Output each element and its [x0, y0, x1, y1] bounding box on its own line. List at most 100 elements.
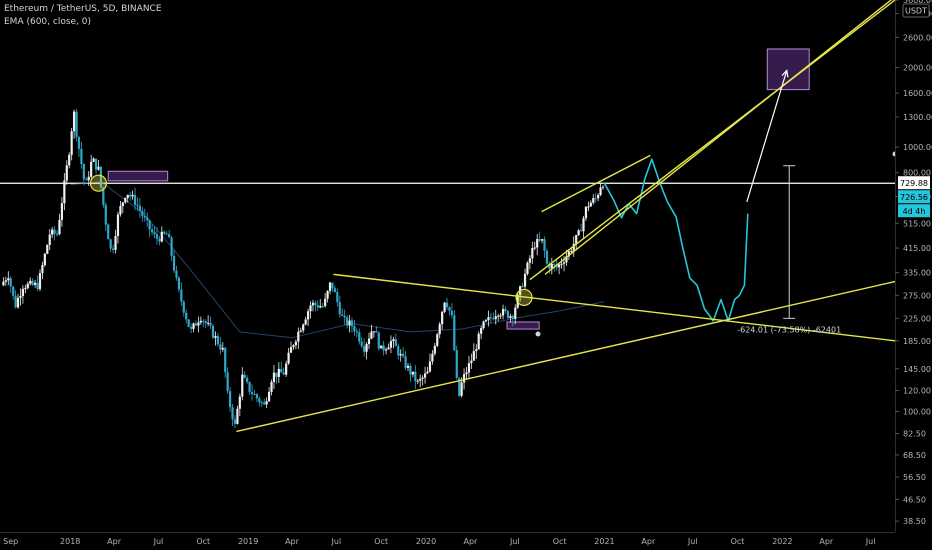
candle-down — [253, 389, 256, 396]
candle-body — [582, 218, 585, 232]
candle-down — [360, 337, 363, 349]
price-tick-label: 2000.00 — [903, 63, 932, 72]
time-axis[interactable]: Sep 2018 Apr Jul Oct 2019 Apr Jul Oct 2020 Apr Jul O… — [0, 532, 895, 547]
candle-body — [4, 280, 7, 282]
candle-body — [19, 295, 22, 298]
candle-body — [394, 339, 397, 347]
candle-up — [306, 308, 310, 326]
candle-body — [333, 288, 336, 293]
candle-body — [306, 311, 310, 320]
candle-up — [70, 128, 73, 161]
candle-body — [441, 311, 444, 325]
candle-down — [99, 166, 103, 190]
candle-body — [499, 315, 502, 317]
price-axis[interactable]: 3600.003200.002600.002000.001600.001300.… — [895, 0, 932, 550]
candle-body — [560, 263, 563, 265]
candle-up — [285, 360, 288, 377]
candle-up — [131, 190, 134, 200]
candle-up — [124, 197, 127, 204]
time-tick-label: Apr — [641, 537, 656, 546]
candle-body — [292, 345, 295, 348]
candle-body — [331, 282, 334, 289]
candle-body — [528, 258, 531, 263]
candle-body — [55, 233, 59, 235]
candle-body — [311, 302, 315, 306]
candle-body — [477, 333, 480, 350]
candle-down — [175, 265, 178, 281]
candle-body — [209, 322, 212, 326]
candle-up — [272, 364, 276, 389]
candle-body — [523, 273, 527, 287]
candle-down — [141, 206, 144, 222]
candle-body — [358, 332, 361, 342]
price-tick-label: 38.50 — [903, 517, 926, 526]
candle-body — [553, 264, 556, 266]
candle-down — [55, 230, 59, 237]
candle-down — [172, 249, 176, 273]
candle-body — [104, 204, 107, 225]
candle-body — [511, 316, 514, 319]
candle-body — [594, 198, 597, 200]
candle-down — [350, 317, 354, 333]
candle-body — [487, 317, 490, 321]
candle-body — [214, 336, 217, 338]
time-tick-label: Apr — [285, 537, 300, 546]
candle-body — [53, 229, 56, 234]
candle-up — [41, 261, 44, 280]
candle-body — [538, 239, 541, 241]
candle-body — [41, 265, 44, 274]
price-tick-label: 1000.00 — [903, 143, 932, 152]
candle-down — [506, 310, 510, 320]
candle-body — [531, 248, 534, 259]
candle-up — [294, 339, 297, 350]
candle-body — [423, 373, 427, 378]
ema-layer — [70, 181, 605, 339]
candle-body — [58, 219, 61, 235]
candle-up — [470, 353, 473, 369]
candle-body — [438, 324, 441, 335]
candle-body — [187, 319, 190, 327]
candle-up — [426, 366, 429, 374]
candle-body — [540, 239, 544, 241]
candle-body — [533, 247, 536, 249]
candle-body — [316, 305, 319, 308]
candle-body — [501, 309, 505, 316]
candle-body — [255, 394, 258, 399]
candle-body — [280, 368, 283, 373]
candle-body — [382, 345, 385, 351]
candle-body — [341, 314, 344, 316]
candle-body — [350, 320, 354, 327]
candle-body — [297, 331, 300, 342]
symbol-title[interactable]: Ethereum / TetherUS, 5D, BINANCE — [4, 4, 162, 14]
candle-down — [511, 314, 514, 327]
candles-layer — [2, 108, 605, 429]
candle-down — [450, 303, 453, 319]
candle-up — [467, 355, 471, 379]
highlight-circle — [89, 174, 108, 192]
candle-up — [601, 185, 605, 190]
price-tick-label: 82.50 — [903, 430, 926, 439]
time-tick-label: Oct — [374, 537, 388, 546]
candle-down — [36, 275, 39, 292]
candle-up — [24, 284, 27, 294]
candle-down — [219, 336, 222, 355]
candle-down — [492, 312, 495, 321]
candle-body — [133, 194, 137, 205]
candle-body — [597, 194, 600, 199]
last-price-tag — [898, 176, 930, 190]
candle-up — [26, 281, 29, 290]
candle-down — [146, 212, 149, 227]
candle-body — [207, 322, 210, 324]
candle-body — [465, 372, 468, 375]
candle-up — [528, 255, 531, 270]
candle-body — [458, 377, 461, 396]
indicator-legend[interactable]: EMA (600, close, 0) — [4, 17, 92, 27]
candle-body — [131, 194, 134, 197]
candle-body — [51, 229, 54, 235]
candle-down — [109, 238, 112, 252]
trendline — [541, 154, 651, 213]
candle-body — [146, 217, 149, 221]
candle-up — [292, 344, 295, 350]
candle-down — [209, 316, 212, 330]
